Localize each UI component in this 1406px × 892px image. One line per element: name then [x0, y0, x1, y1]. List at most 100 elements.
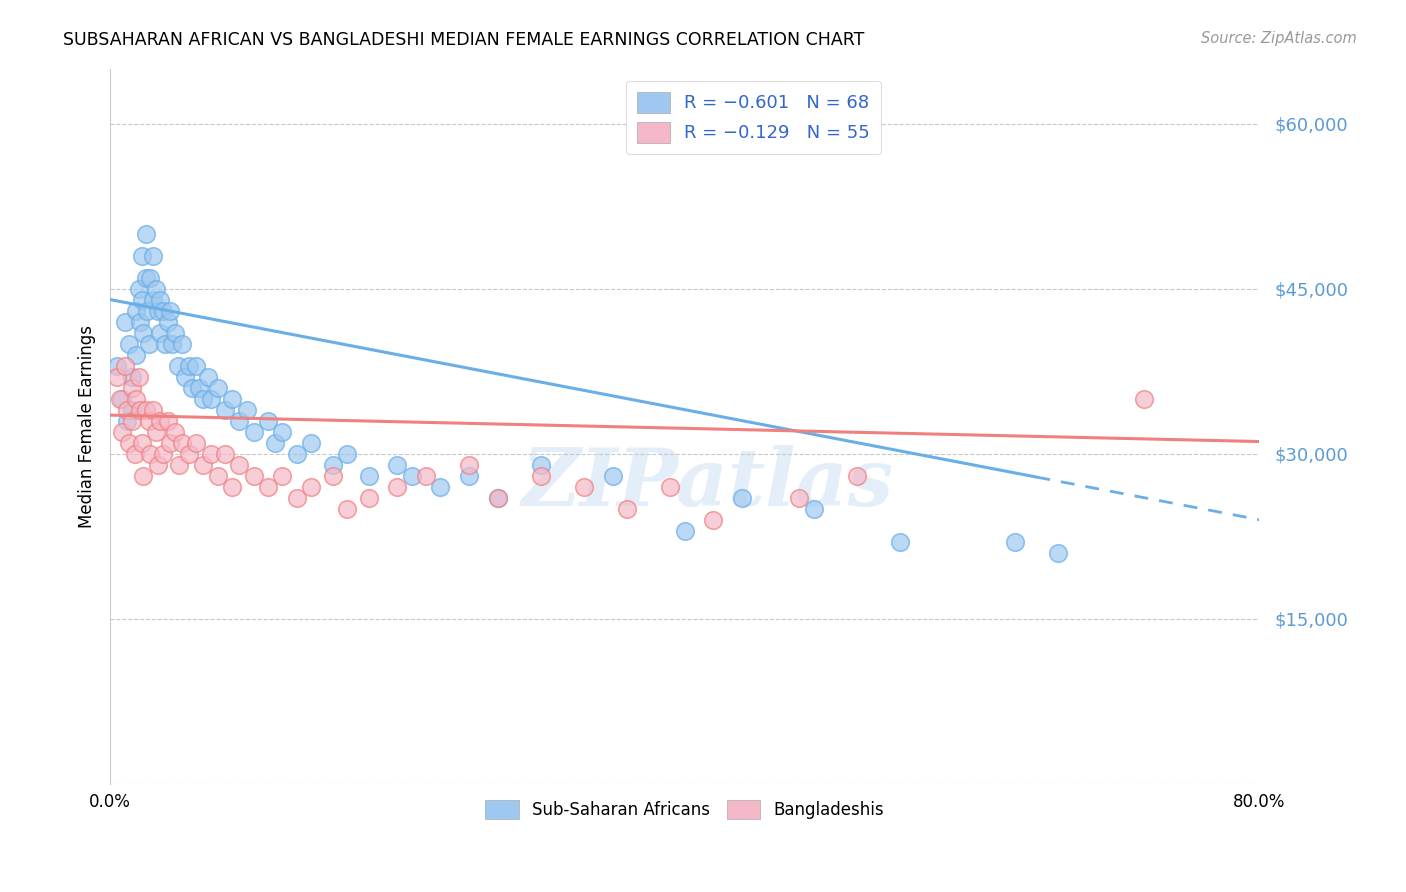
Point — [264, 435, 287, 450]
Point — [105, 369, 128, 384]
Point — [156, 315, 179, 329]
Point — [257, 480, 280, 494]
Point — [415, 468, 437, 483]
Point — [242, 425, 264, 439]
Point — [486, 491, 509, 505]
Point — [193, 392, 215, 406]
Point — [131, 293, 153, 307]
Point — [159, 303, 181, 318]
Point — [159, 435, 181, 450]
Point — [121, 402, 143, 417]
Point — [200, 392, 222, 406]
Point — [129, 402, 152, 417]
Text: SUBSAHARAN AFRICAN VS BANGLADESHI MEDIAN FEMALE EARNINGS CORRELATION CHART: SUBSAHARAN AFRICAN VS BANGLADESHI MEDIAN… — [63, 31, 865, 49]
Point — [207, 468, 229, 483]
Y-axis label: Median Female Earnings: Median Female Earnings — [79, 325, 96, 528]
Point — [128, 369, 150, 384]
Point — [124, 447, 146, 461]
Point — [429, 480, 451, 494]
Point — [299, 480, 322, 494]
Point — [117, 402, 139, 417]
Point — [145, 425, 167, 439]
Point — [228, 414, 250, 428]
Point — [170, 336, 193, 351]
Point — [193, 458, 215, 472]
Point — [142, 249, 165, 263]
Point — [125, 392, 148, 406]
Point — [146, 458, 169, 472]
Point — [135, 402, 157, 417]
Point — [702, 513, 724, 527]
Point — [616, 501, 638, 516]
Point — [118, 336, 141, 351]
Point — [285, 491, 308, 505]
Point — [186, 435, 208, 450]
Point — [136, 303, 159, 318]
Point — [166, 359, 188, 373]
Point — [163, 326, 186, 340]
Point — [188, 381, 211, 395]
Point — [138, 414, 160, 428]
Point — [1004, 534, 1026, 549]
Point — [285, 447, 308, 461]
Point — [387, 480, 409, 494]
Point — [803, 501, 825, 516]
Point — [170, 435, 193, 450]
Point — [731, 491, 754, 505]
Point — [121, 381, 143, 395]
Point — [221, 392, 243, 406]
Point — [845, 468, 868, 483]
Point — [114, 359, 136, 373]
Point — [322, 458, 344, 472]
Point — [602, 468, 624, 483]
Point — [163, 425, 186, 439]
Point — [214, 402, 236, 417]
Point — [125, 348, 148, 362]
Point — [167, 458, 190, 472]
Point — [105, 359, 128, 373]
Point — [142, 293, 165, 307]
Point — [530, 458, 553, 472]
Point — [659, 480, 682, 494]
Point — [149, 414, 172, 428]
Point — [197, 369, 219, 384]
Point — [221, 480, 243, 494]
Point — [235, 402, 257, 417]
Point — [132, 326, 155, 340]
Legend: Sub-Saharan Africans, Bangladeshis: Sub-Saharan Africans, Bangladeshis — [478, 793, 890, 825]
Point — [458, 468, 481, 483]
Point — [271, 468, 294, 483]
Point — [131, 435, 153, 450]
Point — [401, 468, 423, 483]
Point — [146, 303, 169, 318]
Point — [336, 501, 359, 516]
Point — [121, 369, 143, 384]
Point — [271, 425, 294, 439]
Point — [322, 468, 344, 483]
Point — [145, 282, 167, 296]
Point — [200, 447, 222, 461]
Point — [179, 359, 201, 373]
Point — [387, 458, 409, 472]
Text: ZIPatlas: ZIPatlas — [522, 444, 894, 522]
Point — [118, 435, 141, 450]
Point — [156, 414, 179, 428]
Point — [125, 303, 148, 318]
Point — [530, 468, 553, 483]
Point — [121, 414, 143, 428]
Point — [142, 402, 165, 417]
Point — [207, 381, 229, 395]
Point — [111, 392, 134, 406]
Point — [1133, 392, 1156, 406]
Point — [129, 315, 152, 329]
Point — [173, 369, 195, 384]
Point — [572, 480, 595, 494]
Point — [242, 468, 264, 483]
Point — [108, 392, 131, 406]
Point — [152, 303, 174, 318]
Point — [152, 447, 174, 461]
Point — [257, 414, 280, 428]
Point — [135, 227, 157, 241]
Point — [228, 458, 250, 472]
Point — [357, 468, 380, 483]
